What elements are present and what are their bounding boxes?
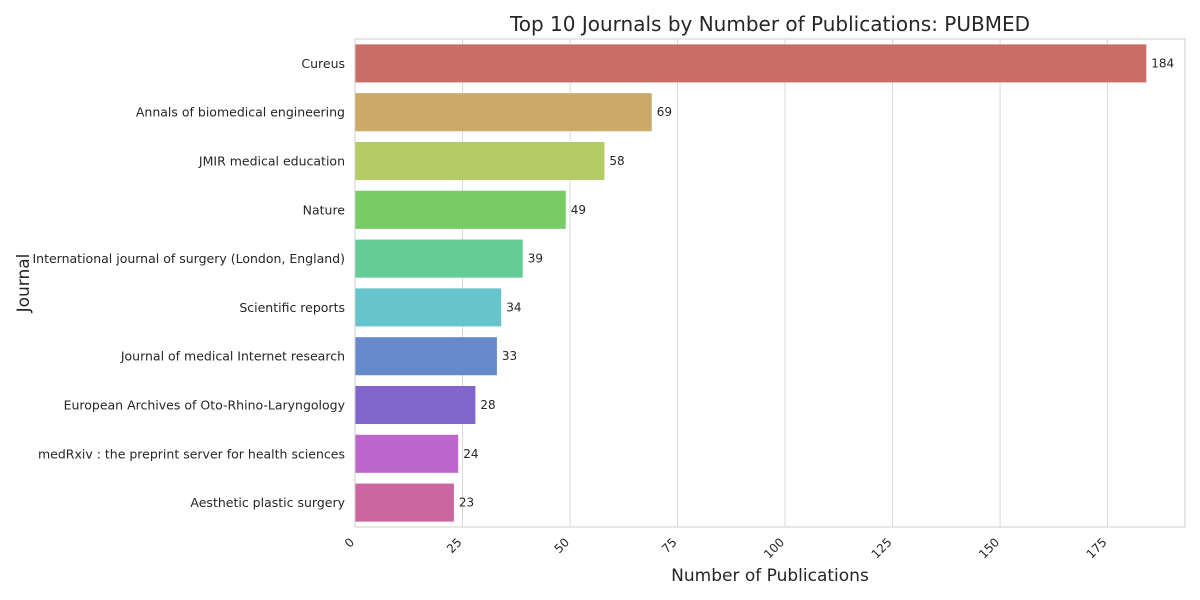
y-tick-label: Scientific reports bbox=[239, 300, 345, 315]
data-label: 28 bbox=[480, 398, 495, 412]
data-label: 24 bbox=[463, 447, 478, 461]
x-tick-label: 150 bbox=[976, 535, 1002, 561]
y-tick-label: JMIR medical education bbox=[198, 154, 345, 169]
bar bbox=[355, 288, 502, 327]
bar bbox=[355, 483, 454, 522]
bar bbox=[355, 190, 566, 229]
data-label: 34 bbox=[506, 300, 521, 314]
bar bbox=[355, 385, 476, 425]
bar bbox=[355, 239, 523, 278]
data-label: 49 bbox=[571, 203, 586, 217]
chart-title: Top 10 Journals by Number of Publication… bbox=[509, 12, 1030, 36]
x-axis-label: Number of Publications bbox=[671, 566, 869, 586]
bar bbox=[355, 337, 497, 376]
y-tick-label: International journal of surgery (London… bbox=[32, 251, 345, 266]
bar bbox=[355, 141, 605, 181]
x-tick-label: 50 bbox=[551, 535, 572, 556]
y-axis-label: Journal bbox=[14, 254, 34, 314]
data-label: 69 bbox=[657, 105, 672, 119]
x-tick-label: 0 bbox=[342, 535, 357, 550]
x-tick-label: 75 bbox=[659, 535, 680, 556]
bar bbox=[355, 44, 1147, 83]
y-tick-label: Journal of medical Internet research bbox=[120, 349, 345, 364]
bar-layer bbox=[355, 44, 1147, 522]
x-tick-label: 25 bbox=[444, 535, 465, 556]
bar bbox=[355, 93, 652, 132]
data-label: 184 bbox=[1151, 56, 1174, 70]
y-tick-label: medRxiv : the preprint server for health… bbox=[38, 446, 345, 461]
data-label: 39 bbox=[528, 252, 543, 266]
y-tick-label: Nature bbox=[303, 202, 346, 217]
data-label: 23 bbox=[459, 496, 474, 510]
plot-frame bbox=[354, 38, 1186, 528]
y-tick-label: Annals of biomedical engineering bbox=[136, 105, 345, 120]
x-tick-label: 125 bbox=[869, 535, 895, 561]
x-tick-label: 100 bbox=[761, 535, 787, 561]
label-layer: 0 25 50 75 100 125 150 175 Cureus 184 Annals of bi… bbox=[32, 56, 1174, 561]
y-tick-label: Cureus bbox=[301, 56, 345, 71]
x-tick-label: 175 bbox=[1084, 535, 1110, 561]
bar bbox=[355, 434, 459, 473]
data-label: 58 bbox=[609, 154, 624, 168]
y-tick-label: Aesthetic plastic surgery bbox=[190, 495, 345, 510]
data-label: 33 bbox=[502, 349, 517, 363]
y-tick-label: European Archives of Oto-Rhino-Laryngolo… bbox=[64, 398, 346, 413]
